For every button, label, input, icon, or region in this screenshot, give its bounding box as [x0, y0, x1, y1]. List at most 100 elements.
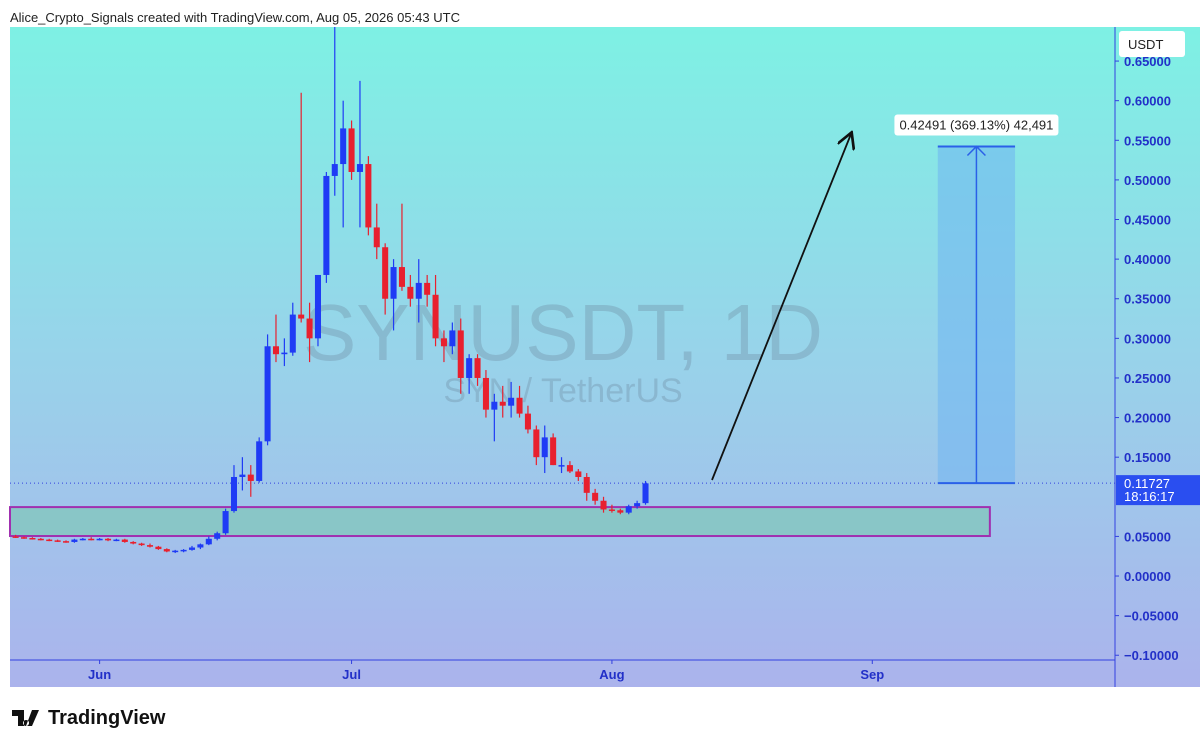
- y-tick-label: −0.10000: [1124, 648, 1179, 663]
- candle-body: [608, 509, 615, 511]
- y-tick-label: 0.60000: [1124, 94, 1171, 109]
- candle-body: [550, 437, 557, 466]
- candle-body: [272, 346, 280, 355]
- candle-body: [12, 536, 19, 538]
- candle-body: [21, 537, 28, 539]
- currency: USDT: [1128, 37, 1163, 52]
- candle-body: [172, 550, 179, 553]
- candle-body: [440, 338, 447, 347]
- currency-box[interactable]: [1119, 31, 1185, 57]
- candle-body: [247, 474, 254, 481]
- candle-body: [482, 377, 489, 410]
- last-price-box: [1116, 475, 1200, 506]
- last-price-label: 0.11727: [1124, 476, 1170, 491]
- candle-body: [138, 543, 145, 546]
- candle-body: [54, 540, 61, 542]
- y-tick-label: 0.40000: [1124, 252, 1171, 267]
- candle-body: [390, 267, 397, 299]
- logo: [12, 710, 39, 726]
- y-tick-label: 0.05000: [1124, 529, 1171, 544]
- candle-body: [348, 128, 355, 172]
- x-tick-label: Aug: [599, 667, 624, 682]
- candle-body: [466, 358, 473, 378]
- candle-body: [180, 549, 187, 552]
- candle-body: [230, 476, 238, 512]
- candle-body: [88, 538, 95, 541]
- candle-body: [197, 544, 204, 548]
- candle-body: [146, 545, 154, 547]
- candle-body: [188, 547, 196, 550]
- candle-body: [121, 539, 128, 542]
- watermark-title: SYNUSDT, 1D: [303, 288, 823, 377]
- candle-body: [104, 538, 112, 541]
- candle-body: [407, 286, 414, 299]
- support-zone: [9, 506, 991, 538]
- measure-label: 0.42491 (369.13%) 42,491: [899, 117, 1053, 132]
- y-tick-label: 0.30000: [1124, 331, 1171, 346]
- x-tick-label: Jul: [342, 667, 361, 682]
- y-tick-label: 0.25000: [1124, 371, 1171, 386]
- candle-body: [289, 314, 296, 353]
- header: Alice_Crypto_Signals created with Tradin…: [10, 10, 460, 25]
- candle-body: [491, 401, 498, 410]
- candle-body: [592, 492, 599, 501]
- candle-body: [575, 471, 582, 477]
- candle-body: [331, 164, 338, 176]
- candle-body: [600, 500, 607, 510]
- candle-body: [314, 274, 321, 339]
- y-tick-label: 0.50000: [1124, 173, 1171, 188]
- candle-body: [533, 429, 540, 458]
- candle-body: [432, 294, 439, 339]
- candle-body: [541, 437, 548, 458]
- y-tick-label: 0.65000: [1124, 54, 1171, 69]
- candle-body: [163, 549, 170, 552]
- candle-body: [37, 538, 44, 541]
- y-tick-label: 0.00000: [1124, 569, 1171, 584]
- countdown: 18:16:17: [1124, 489, 1175, 504]
- y-tick-label: 0.55000: [1124, 133, 1171, 148]
- x-tick-label: Jun: [88, 667, 111, 682]
- candle-body: [281, 352, 288, 355]
- candle-body: [365, 164, 372, 228]
- candle-body: [205, 538, 212, 545]
- candle-body: [558, 465, 565, 467]
- projection-arrow: [711, 134, 851, 481]
- candle-body: [155, 546, 162, 550]
- candle-body: [62, 541, 70, 543]
- candle-body: [449, 330, 456, 347]
- y-tick-label: 0.35000: [1124, 292, 1171, 307]
- candle-body: [424, 282, 431, 295]
- candle-body: [617, 510, 624, 513]
- candle-body: [323, 175, 330, 275]
- candle-body: [642, 483, 649, 504]
- candle-body: [382, 247, 389, 299]
- candle-body: [457, 330, 464, 378]
- candle-body: [625, 506, 632, 513]
- candle-body: [298, 314, 305, 319]
- candle-body: [634, 503, 641, 507]
- candle-body: [340, 128, 347, 165]
- candle-body: [373, 227, 380, 248]
- candle-body: [29, 537, 36, 540]
- candle-body: [524, 413, 531, 430]
- candle-body: [222, 511, 229, 534]
- candle-body: [516, 397, 523, 414]
- candle-body: [239, 474, 246, 477]
- measure-label-box: [894, 114, 1059, 136]
- measure-arrowhead: [966, 145, 986, 157]
- candle-body: [71, 539, 78, 542]
- candle-body: [583, 476, 590, 493]
- candle-body: [113, 539, 120, 542]
- plot: 0.65000 0.60000 0.55000 0.50000 0.45000 0.400…: [9, 27, 1179, 682]
- candle-body: [46, 539, 53, 542]
- brand: TradingView: [48, 707, 166, 729]
- candle-body: [398, 267, 405, 287]
- candle-body: [256, 441, 263, 481]
- candle-body: [214, 533, 221, 539]
- candle-body: [415, 282, 422, 299]
- x-tick-label: Sep: [860, 667, 884, 682]
- y-tick-label: −0.05000: [1124, 609, 1179, 624]
- candle-body: [508, 397, 515, 406]
